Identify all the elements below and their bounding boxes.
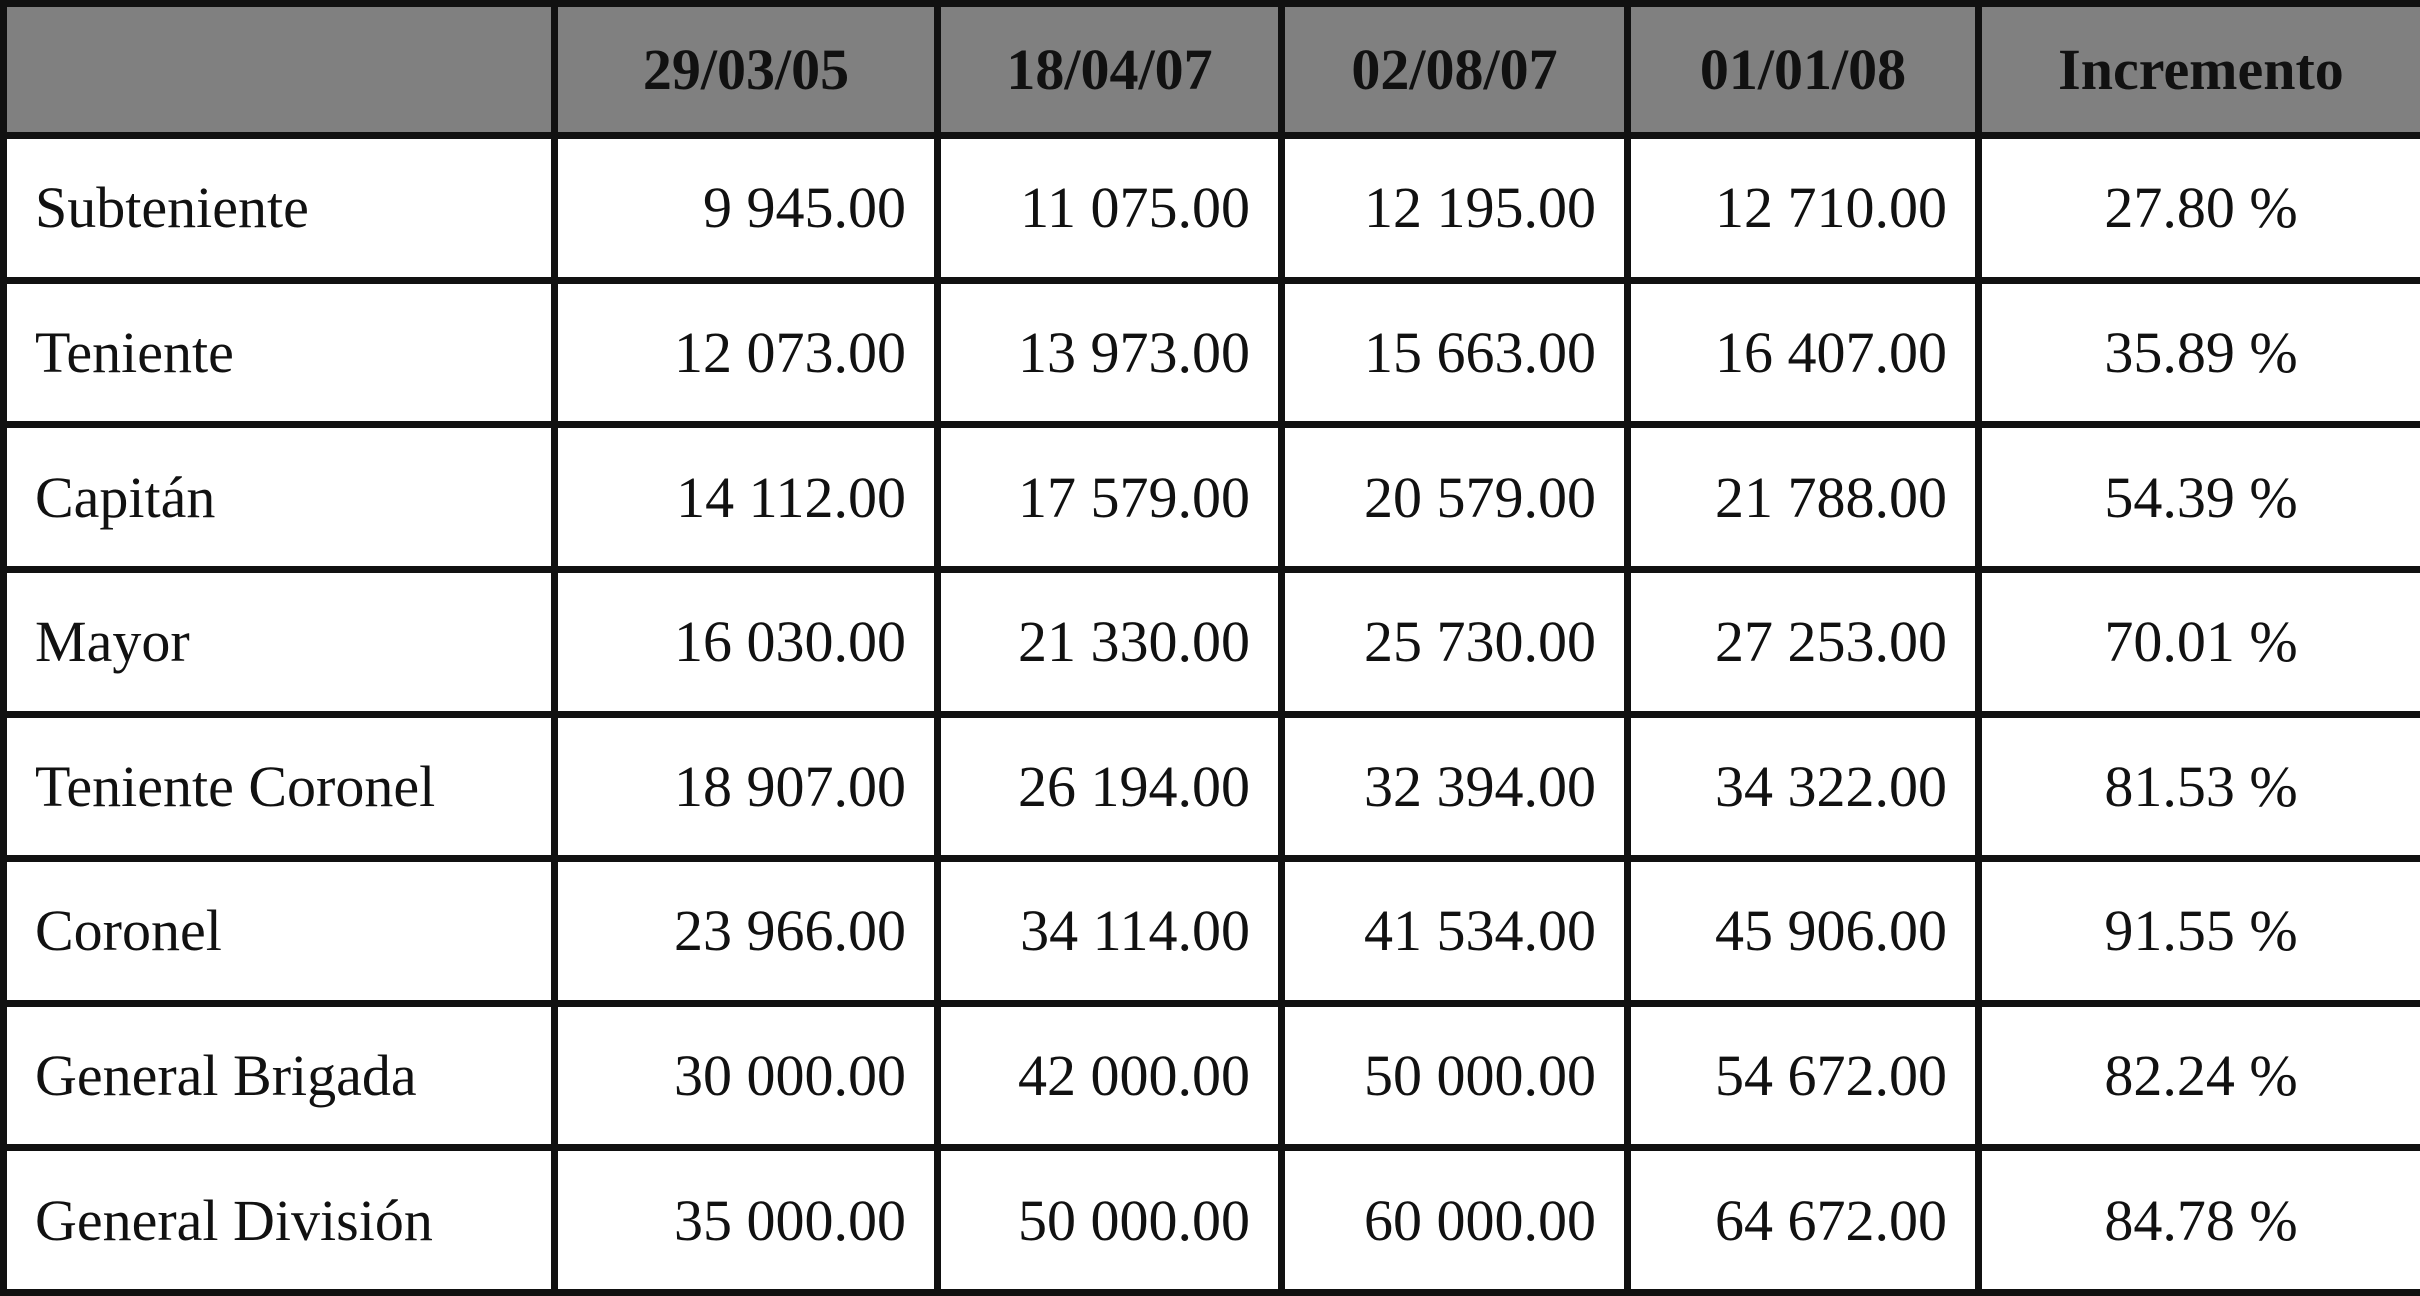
salary-cell: 12 073.00 <box>551 276 941 429</box>
header-empty <box>0 0 558 139</box>
salary-cell: 41 534.00 <box>1278 855 1631 1007</box>
table-row: Subteniente 9 945.00 11 075.00 12 195.00 12 … <box>0 132 2420 284</box>
increment-cell: 82.24 % <box>1975 999 2420 1152</box>
salary-cell: 50 000.00 <box>934 1144 1285 1296</box>
rank-label: Teniente <box>0 276 558 429</box>
salary-cell: 9 945.00 <box>551 132 941 284</box>
rank-label: Coronel <box>0 855 558 1007</box>
table-row: Capitán 14 112.00 17 579.00 20 579.00 21 788… <box>0 421 2420 573</box>
rank-label: Mayor <box>0 565 558 718</box>
salary-cell: 34 114.00 <box>934 855 1285 1007</box>
header-date: 02/08/07 <box>1278 0 1631 139</box>
salary-cell: 45 906.00 <box>1624 855 1982 1007</box>
increment-cell: 54.39 % <box>1975 421 2420 573</box>
salary-cell: 15 663.00 <box>1278 276 1631 429</box>
header-row: 29/03/05 18/04/07 02/08/07 01/01/08 Incr… <box>0 0 2420 139</box>
increment-cell: 91.55 % <box>1975 855 2420 1007</box>
salary-cell: 30 000.00 <box>551 999 941 1152</box>
rank-label: Teniente Coronel <box>0 710 558 863</box>
salary-cell: 35 000.00 <box>551 1144 941 1296</box>
salary-cell: 16 407.00 <box>1624 276 1982 429</box>
header-date: 01/01/08 <box>1624 0 1982 139</box>
salary-cell: 11 075.00 <box>934 132 1285 284</box>
salary-cell: 17 579.00 <box>934 421 1285 573</box>
increment-cell: 81.53 % <box>1975 710 2420 863</box>
salary-cell: 34 322.00 <box>1624 710 1982 863</box>
salary-cell: 13 973.00 <box>934 276 1285 429</box>
salary-cell: 25 730.00 <box>1278 565 1631 718</box>
header-date: 18/04/07 <box>934 0 1285 139</box>
table-row: Mayor 16 030.00 21 330.00 25 730.00 27 253.0… <box>0 565 2420 718</box>
table-row: Teniente 12 073.00 13 973.00 15 663.00 16 40… <box>0 276 2420 429</box>
rank-label: Capitán <box>0 421 558 573</box>
salary-cell: 21 330.00 <box>934 565 1285 718</box>
salary-cell: 50 000.00 <box>1278 999 1631 1152</box>
table-row: Teniente Coronel 18 907.00 26 194.00 32 394… <box>0 710 2420 863</box>
increment-cell: 84.78 % <box>1975 1144 2420 1296</box>
salary-cell: 20 579.00 <box>1278 421 1631 573</box>
salary-cell: 12 195.00 <box>1278 132 1631 284</box>
increment-cell: 27.80 % <box>1975 132 2420 284</box>
rank-label: Subteniente <box>0 132 558 284</box>
salary-cell: 32 394.00 <box>1278 710 1631 863</box>
table-row: General División 35 000.00 50 000.00 60 000… <box>0 1144 2420 1296</box>
header-increment: Incremento <box>1975 0 2420 139</box>
rank-label: General Brigada <box>0 999 558 1152</box>
salary-cell: 21 788.00 <box>1624 421 1982 573</box>
salary-cell: 18 907.00 <box>551 710 941 863</box>
salary-cell: 12 710.00 <box>1624 132 1982 284</box>
salary-cell: 16 030.00 <box>551 565 941 718</box>
table-row: General Brigada 30 000.00 42 000.00 50 000.… <box>0 999 2420 1152</box>
salary-cell: 23 966.00 <box>551 855 941 1007</box>
salary-cell: 64 672.00 <box>1624 1144 1982 1296</box>
salary-cell: 27 253.00 <box>1624 565 1982 718</box>
table-row: Coronel 23 966.00 34 114.00 41 534.00 45 906… <box>0 855 2420 1007</box>
rank-label: General División <box>0 1144 558 1296</box>
salary-cell: 54 672.00 <box>1624 999 1982 1152</box>
salary-cell: 42 000.00 <box>934 999 1285 1152</box>
increment-cell: 70.01 % <box>1975 565 2420 718</box>
header-date: 29/03/05 <box>551 0 941 139</box>
increment-cell: 35.89 % <box>1975 276 2420 429</box>
salary-cell: 60 000.00 <box>1278 1144 1631 1296</box>
salary-cell: 26 194.00 <box>934 710 1285 863</box>
salary-cell: 14 112.00 <box>551 421 941 573</box>
